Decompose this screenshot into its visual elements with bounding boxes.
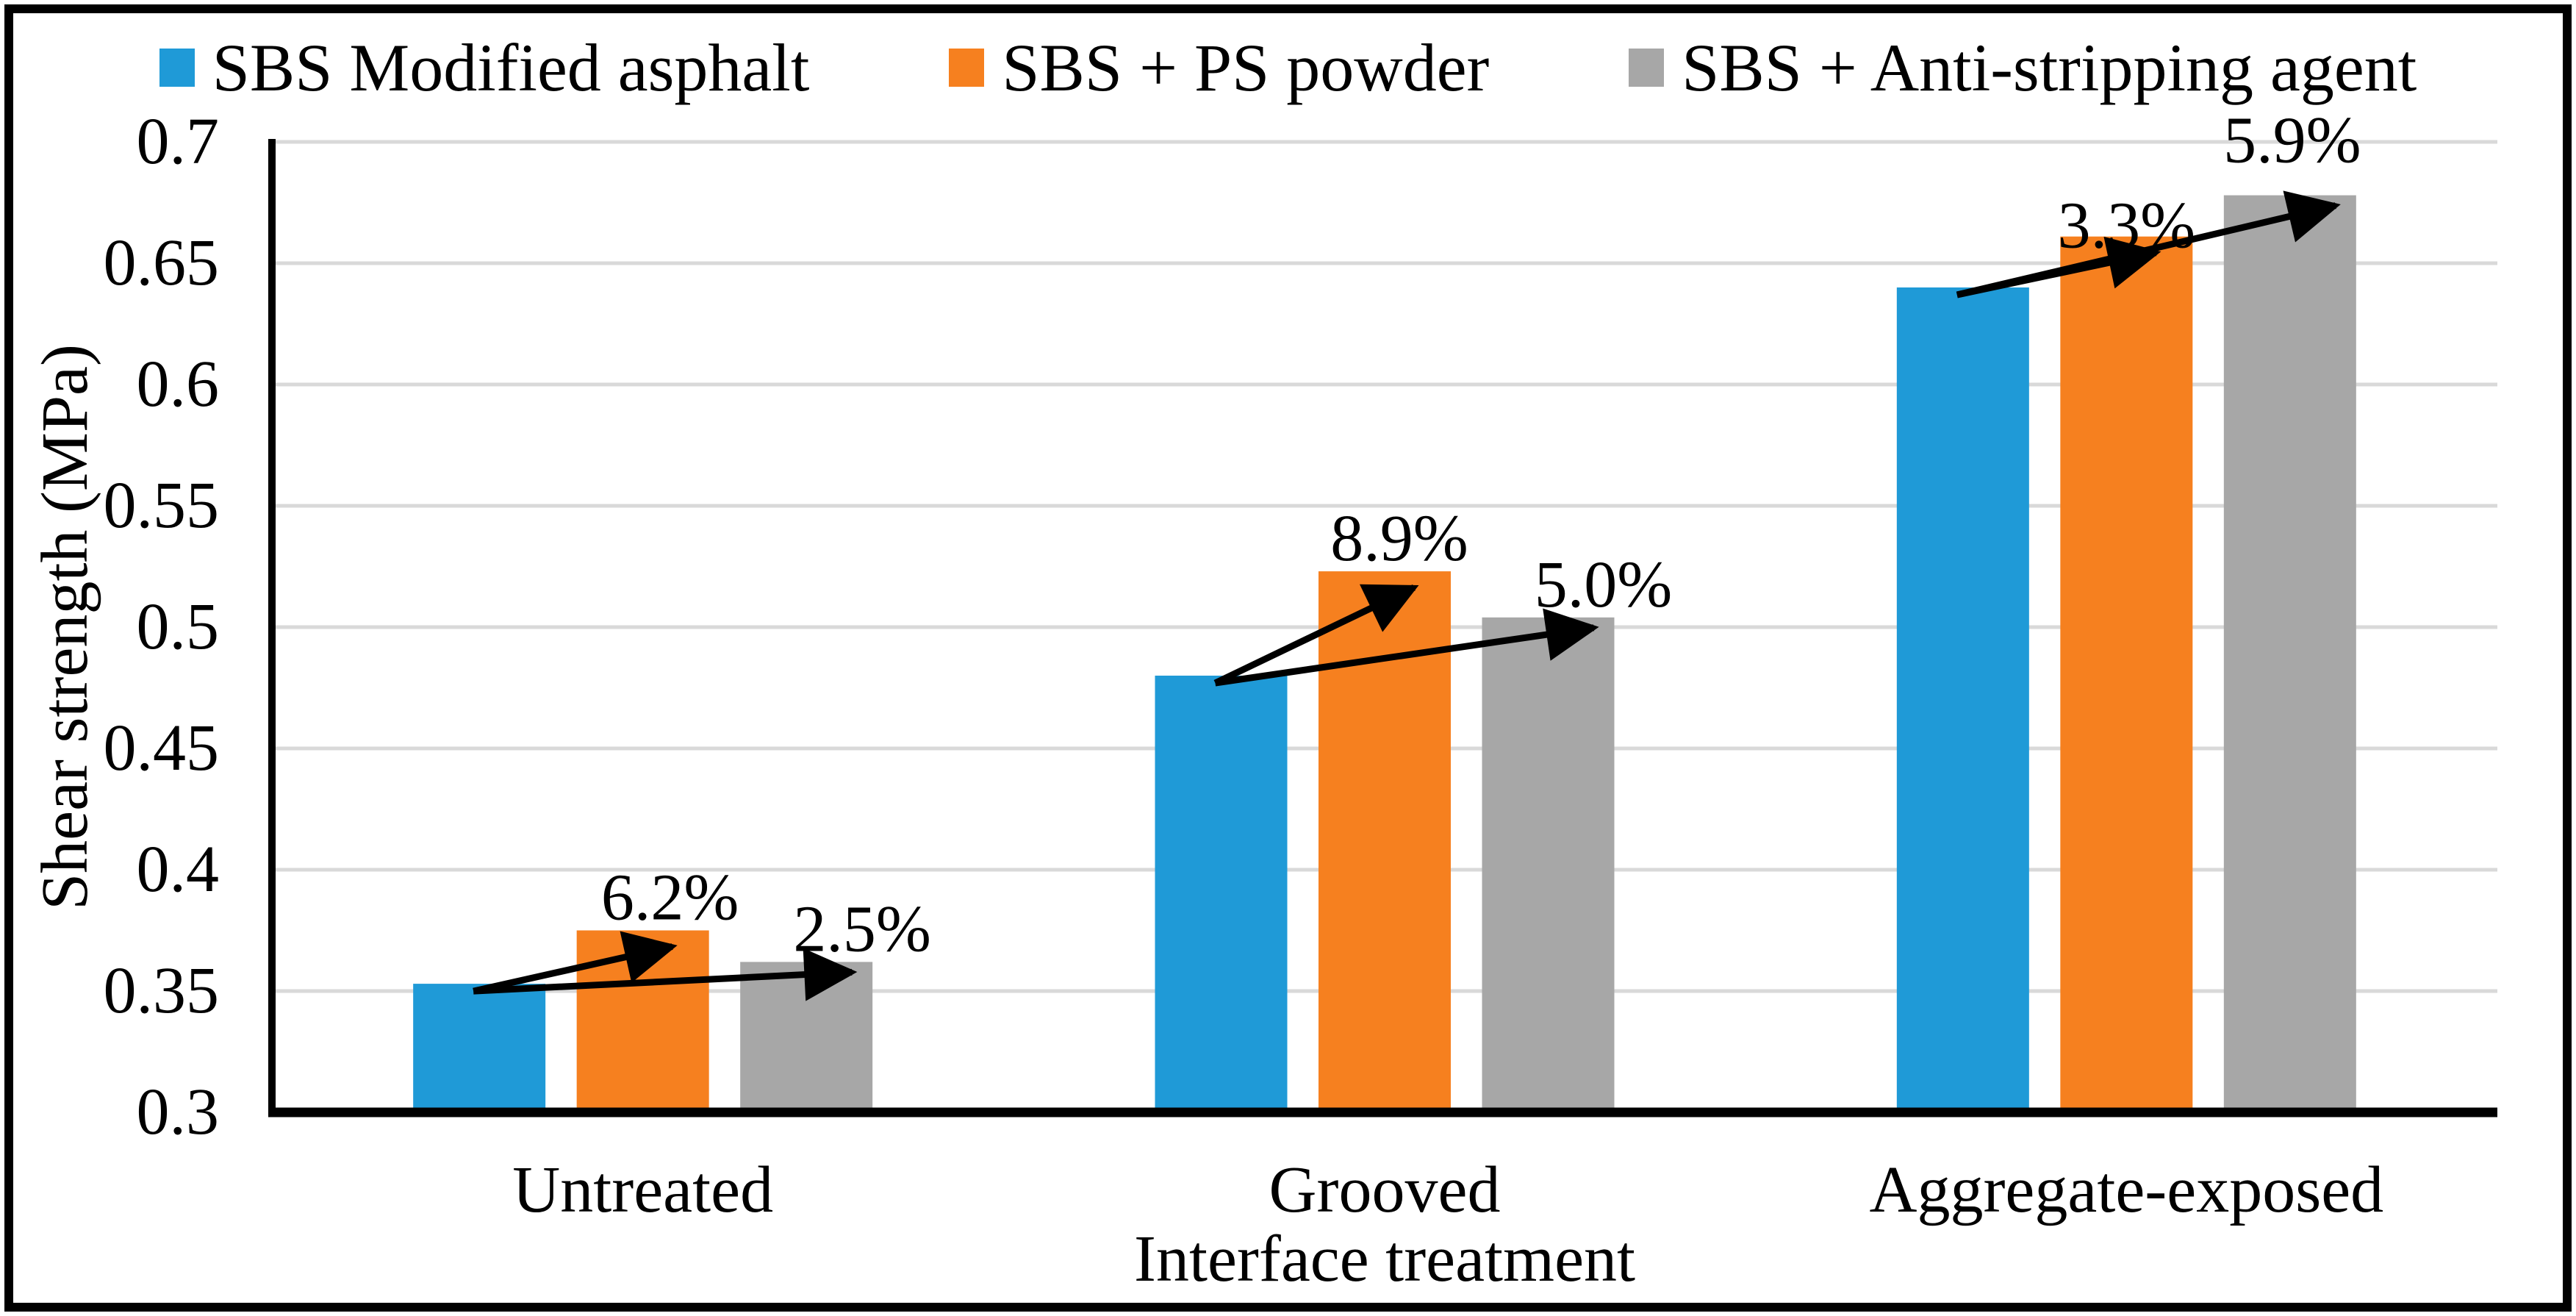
bar-sbs-ps-powder-aggregate-exposed	[2060, 236, 2193, 1113]
bar-sbs-modified-asphalt-grooved	[1155, 676, 1288, 1112]
y-tick-label: 0.5	[137, 590, 220, 663]
x-category-label-aggregate-exposed: Aggregate-exposed	[1869, 1154, 2383, 1226]
annotation-label-2-5: 2.5%	[793, 893, 930, 965]
y-tick-label: 0.55	[104, 469, 220, 542]
annotation-label-8-9: 8.9%	[1330, 502, 1468, 575]
y-tick-label: 0.3	[137, 1076, 220, 1148]
y-tick-label: 0.4	[137, 833, 220, 906]
y-tick-label: 0.35	[104, 954, 220, 1027]
y-tick-label: 0.6	[137, 348, 220, 421]
increase-arrow-icon	[1213, 584, 1419, 687]
x-category-label-untreated: Untreated	[512, 1154, 773, 1226]
legend-swatch-blue-icon	[159, 49, 195, 87]
axes	[268, 139, 2497, 1117]
y-tick-label: 0.45	[104, 712, 220, 784]
annotation-label-5-9: 5.9%	[2223, 104, 2361, 177]
bar-sbs-anti-stripping-agent-aggregate-exposed	[2223, 195, 2356, 1113]
legend-item-sbs-modified-asphalt: SBS Modified asphalt	[159, 30, 810, 105]
legend-item-sbs-anti-stripping: SBS + Anti-stripping agent	[1629, 34, 2417, 101]
increase-arrow-icon	[1956, 190, 2341, 298]
bar-sbs-modified-asphalt-untreated	[413, 984, 546, 1112]
legend-swatch-gray-icon	[1629, 49, 1665, 87]
bar-sbs-anti-stripping-agent-untreated	[740, 962, 873, 1112]
increase-arrow-icon	[473, 948, 858, 1001]
y-tick-label: 0.65	[104, 226, 220, 299]
legend-item-sbs-ps-powder: SBS + PS powder	[949, 34, 1489, 101]
legend-label: SBS Modified asphalt	[212, 30, 810, 105]
increase-arrow-icon	[1214, 608, 1599, 687]
annotation-label-6-2: 6.2%	[601, 862, 739, 934]
legend: SBS Modified asphalt SBS + PS powder SBS…	[0, 34, 2576, 101]
bar-sbs-ps-powder-untreated	[576, 930, 709, 1112]
bar-sbs-modified-asphalt-aggregate-exposed	[1896, 287, 2029, 1112]
annotation-label-3-3: 3.3%	[2058, 190, 2195, 262]
bar-sbs-anti-stripping-agent-grooved	[1482, 617, 1615, 1112]
y-axis-title: Shear strength (MPa)	[29, 344, 101, 910]
annotation-label-5-0: 5.0%	[1535, 548, 1672, 621]
x-category-label-grooved: Grooved	[1269, 1154, 1501, 1226]
axis-labels: 0.7 0.65 0.6 0.55 0.5 0.45 0.4 0.35 0.3 Untreated…	[29, 105, 2383, 1295]
legend-label: SBS + Anti-stripping agent	[1682, 30, 2417, 105]
legend-label: SBS + PS powder	[1002, 30, 1490, 105]
bars	[413, 195, 2356, 1113]
annotations: 6.2% 2.5% 8.9% 5.0% 3.3% 5.9%	[473, 104, 2361, 1001]
x-axis-title: Interface treatment	[1134, 1223, 1635, 1295]
increase-arrow-icon	[473, 931, 678, 995]
y-tick-label: 0.7	[137, 105, 220, 178]
legend-swatch-orange-icon	[949, 49, 985, 87]
